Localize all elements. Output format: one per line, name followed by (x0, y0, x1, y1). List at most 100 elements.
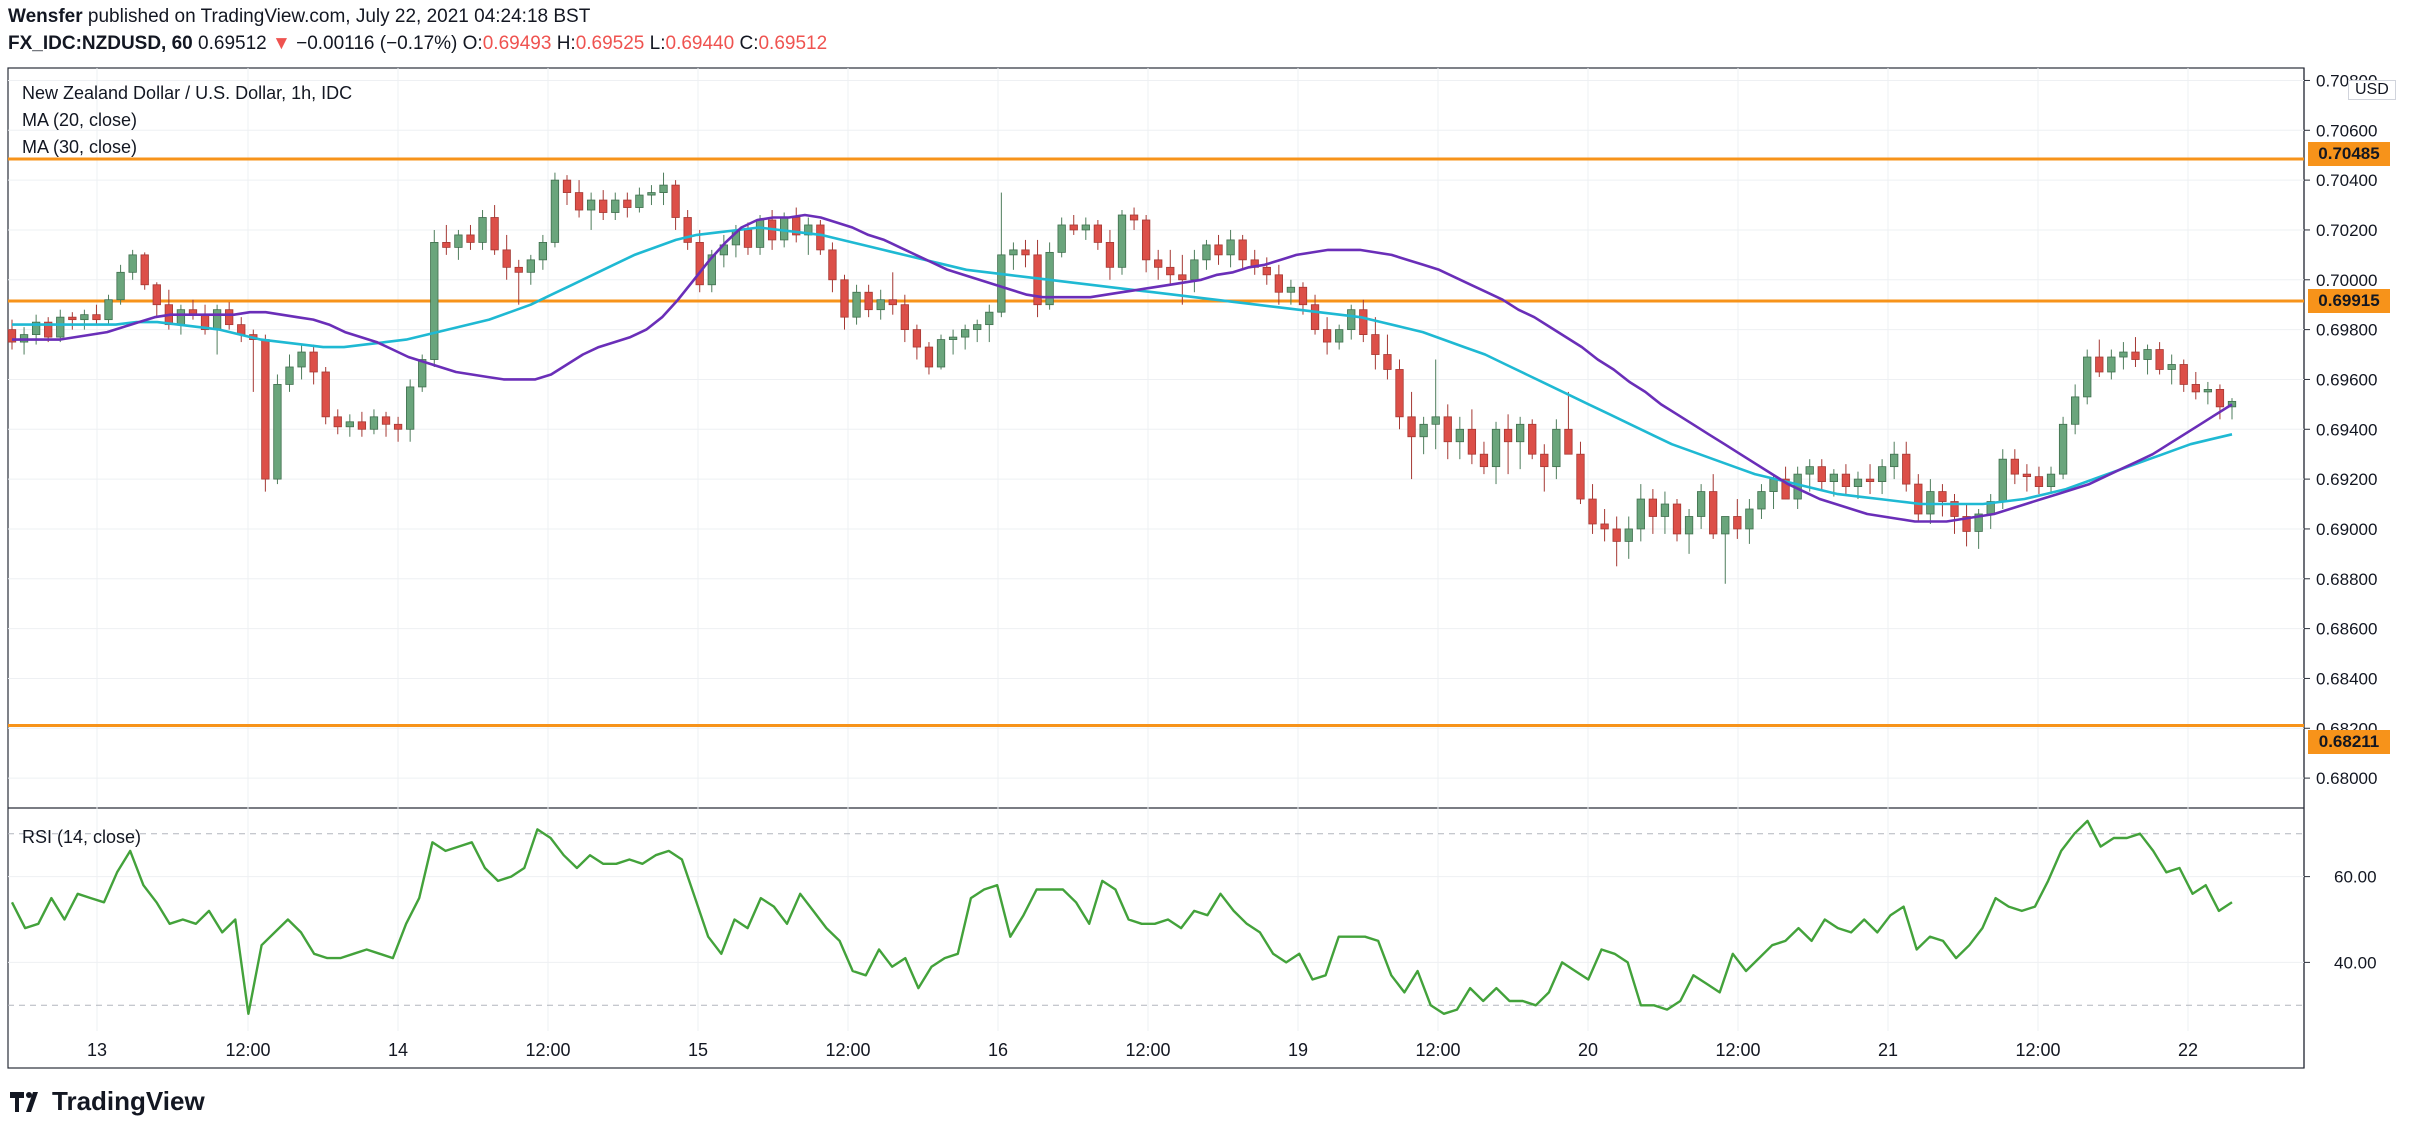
candle-body (466, 234, 475, 243)
candle-body (406, 386, 415, 430)
candle-body (1564, 428, 1573, 455)
candle-body (828, 249, 837, 281)
candle-body (1503, 428, 1513, 443)
open-label: O: (462, 33, 483, 54)
candle-body (454, 234, 463, 248)
candle-body (1419, 423, 1428, 438)
candle-body (1998, 458, 2007, 502)
candle-body (225, 309, 234, 326)
candle-body (852, 291, 861, 318)
high-value: 0.69525 (575, 33, 645, 54)
rsi-line (10, 819, 2233, 1015)
candle-body (44, 321, 53, 338)
candle-body (912, 329, 922, 348)
candle-body (1322, 329, 1332, 343)
time-tick-label: 12:00 (1125, 1040, 1170, 1060)
close-label: C: (739, 33, 759, 54)
candle-body (2058, 423, 2068, 475)
candle-body (1141, 219, 1151, 261)
candle-body (635, 194, 644, 208)
tradingview-logo[interactable]: TradingView (10, 1086, 205, 1117)
candle-body (562, 179, 572, 193)
candle-body (369, 416, 379, 430)
price-tick-label: 0.68600 (2316, 620, 2377, 639)
time-tick-label: 16 (988, 1040, 1008, 1060)
currency-label[interactable]: USD (2348, 80, 2396, 100)
candle-body (683, 217, 692, 243)
candle-body (273, 384, 282, 480)
candle-body (1190, 259, 1199, 281)
candle-body (1974, 513, 1983, 532)
candle-body (285, 366, 294, 385)
low-value: 0.69440 (665, 33, 735, 54)
candle-body (128, 254, 137, 273)
candle-body (1081, 224, 1090, 231)
candle-body (1817, 466, 1826, 483)
candle-body (1781, 478, 1790, 500)
down-arrow-icon: ▼ (272, 33, 291, 54)
candle-body (1383, 354, 1392, 370)
brand-name: TradingView (52, 1086, 205, 1116)
candle-body (7, 329, 17, 343)
candle-body (92, 314, 101, 321)
rsi-legend[interactable]: RSI (14, close) (22, 827, 142, 847)
candle-body (31, 321, 41, 335)
candle-body (1262, 266, 1271, 276)
plot-frame (7, 67, 2305, 1069)
candle-body (671, 184, 680, 218)
candle-body (1528, 423, 1537, 455)
candle-body (1310, 304, 1320, 331)
tradingview-logo-icon (10, 1091, 38, 1112)
price-tick-label: 0.68800 (2316, 570, 2377, 589)
ma30-legend[interactable]: MA (30, close) (22, 137, 138, 157)
candle-body (948, 336, 958, 340)
author-name[interactable]: Wensfer (8, 6, 83, 27)
candle-body (2083, 356, 2092, 398)
candle-body (1057, 224, 1066, 253)
candle-body (1890, 453, 1899, 468)
rsi-tick-label: 60.00 (2334, 868, 2377, 887)
level-tag-1: 0.69915 (2308, 289, 2390, 313)
candle-body (152, 284, 161, 306)
candle-body (936, 339, 946, 368)
candle-body (1226, 239, 1235, 256)
candle-body (297, 351, 306, 368)
candle-body (1709, 491, 1718, 535)
candle-body (104, 299, 113, 321)
time-tick-label: 22 (2178, 1040, 2198, 1060)
candle-body (550, 179, 560, 243)
candle-body (840, 279, 849, 318)
ma20-line (12, 213, 2233, 523)
rsi-tick-label: 40.00 (2334, 953, 2377, 972)
ma20-legend[interactable]: MA (20, close) (22, 110, 138, 130)
candle-body (1612, 528, 1621, 542)
candle-body (1962, 516, 1971, 532)
candle-body (1757, 491, 1766, 510)
candle-body (1588, 498, 1597, 525)
candle-body (1286, 286, 1296, 293)
candle-body (2191, 384, 2200, 393)
candle-body (1105, 242, 1115, 268)
candle-body (1745, 508, 1754, 530)
candle-body (1491, 428, 1501, 468)
close-value: 0.69512 (758, 33, 828, 54)
candle-body (574, 192, 584, 211)
candle-body (2227, 400, 2237, 408)
candle-body (1552, 428, 1561, 468)
candle-body (1467, 428, 1477, 455)
candle-body (864, 291, 873, 311)
candle-body (2107, 356, 2116, 373)
candle-body (816, 224, 825, 251)
candle-body (755, 219, 765, 248)
candle-body (1154, 259, 1163, 268)
publish-info: Wensfer published on TradingView.com, Ju… (8, 6, 590, 28)
symbol-label: FX_IDC:NZDUSD, 60 (8, 33, 193, 54)
candle-body (1178, 274, 1187, 281)
price-tick-label: 0.70400 (2316, 171, 2377, 190)
ohlc-info: FX_IDC:NZDUSD, 60 0.69512 ▼ −0.00116 (−0… (8, 33, 827, 55)
price-tick-label: 0.69200 (2316, 470, 2377, 489)
candle-body (1672, 503, 1682, 535)
candle-body (2034, 476, 2044, 487)
candle-body (176, 309, 186, 326)
